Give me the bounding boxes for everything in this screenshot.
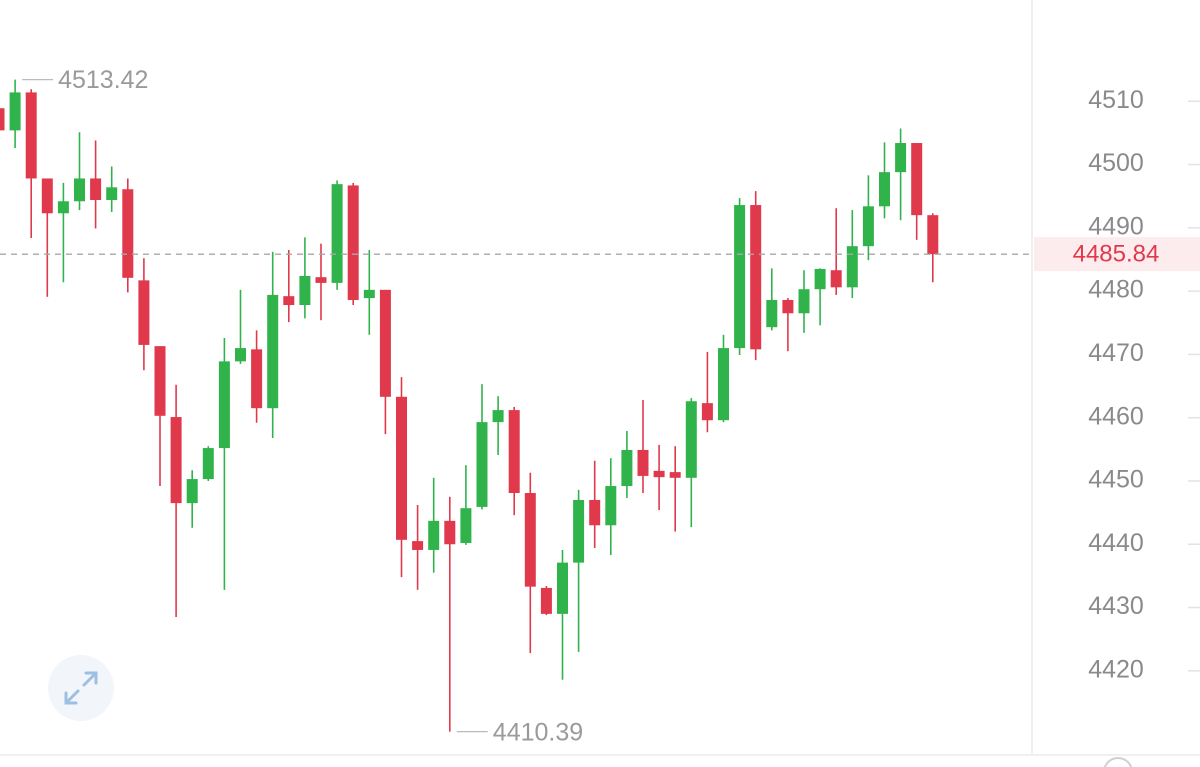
candle-body [202, 448, 214, 480]
candle-body [830, 270, 842, 288]
candle-body [814, 268, 826, 290]
candle-body [734, 205, 746, 349]
candle-body [106, 187, 118, 200]
candle-body [718, 348, 729, 421]
candle-body [444, 520, 456, 545]
candle-body [508, 410, 520, 493]
y-tick-label: 4510 [1088, 86, 1144, 114]
y-tick-label: 4480 [1088, 276, 1144, 304]
y-tick-label: 4450 [1088, 466, 1144, 494]
candle-body [154, 346, 166, 416]
expand-icon [64, 671, 98, 705]
candle-body [138, 280, 150, 345]
y-tick-label: 4460 [1088, 402, 1144, 430]
y-tick-label: 4430 [1088, 592, 1144, 620]
candle-body [669, 472, 681, 478]
last-price-label: 4485.84 [1073, 240, 1160, 267]
candle-body [911, 143, 923, 216]
y-tick-label: 4500 [1088, 149, 1144, 177]
candle-body [9, 92, 21, 131]
y-tick-label: 4470 [1088, 339, 1144, 367]
candle-body [589, 499, 601, 526]
candle-body [235, 348, 246, 362]
candle-body [766, 299, 778, 328]
candle-body [637, 449, 649, 476]
candle-body [170, 417, 182, 504]
candle-body [218, 361, 230, 449]
candle-body [782, 299, 794, 314]
candle-body [41, 178, 53, 214]
expand-button[interactable] [48, 655, 114, 721]
candle-body [862, 206, 874, 247]
candle-body [379, 289, 391, 397]
candle-body [267, 294, 279, 409]
candle-body [90, 178, 102, 200]
candle-body [557, 562, 568, 614]
candle-body [363, 289, 375, 299]
candle-body [251, 349, 263, 409]
annotations: 4513.42 4410.39 4485.84 [0, 66, 1200, 746]
y-tick-label: 4440 [1088, 529, 1144, 557]
candle-body [347, 185, 359, 300]
candle-body [315, 277, 327, 283]
candle-body [879, 172, 890, 207]
candle-body [750, 205, 762, 350]
candle-body [25, 92, 37, 179]
candle-body [460, 508, 472, 543]
candle-body [540, 587, 552, 614]
expand-button-bg[interactable] [48, 655, 114, 721]
candle-body [74, 178, 85, 202]
candle-body [476, 422, 488, 507]
candle-body [331, 184, 343, 283]
candle-body [653, 470, 665, 478]
candle-body [283, 296, 295, 306]
candle-body [57, 201, 69, 214]
candle-body [927, 215, 939, 255]
high-annotation: 4513.42 [58, 66, 148, 94]
candle-body [798, 289, 810, 314]
candle-body [0, 108, 5, 131]
y-axis: 4420 4430 4440 4450 4460 4470 4480 4490 4500 4510 [1088, 86, 1200, 683]
candle-body [428, 520, 440, 550]
low-annotation: 4410.39 [493, 718, 583, 746]
candle-body [701, 403, 713, 421]
candle-body [186, 479, 198, 504]
y-tick-label: 4490 [1088, 212, 1144, 240]
candle-body [573, 499, 585, 563]
candle-body [299, 275, 311, 306]
candle-body [685, 401, 697, 478]
candle-body [846, 246, 858, 288]
partial-icon [1103, 757, 1133, 767]
candle-body [396, 396, 407, 540]
candles [0, 79, 939, 732]
last-price-bg [1034, 237, 1200, 272]
candle-body [492, 410, 504, 423]
candle-body [412, 541, 424, 550]
candle-body [621, 449, 633, 487]
candle-body [895, 143, 907, 173]
y-tick-label: 4420 [1088, 655, 1144, 683]
candle-body [524, 492, 536, 587]
candle-body [605, 486, 617, 526]
candle-body [122, 189, 134, 278]
